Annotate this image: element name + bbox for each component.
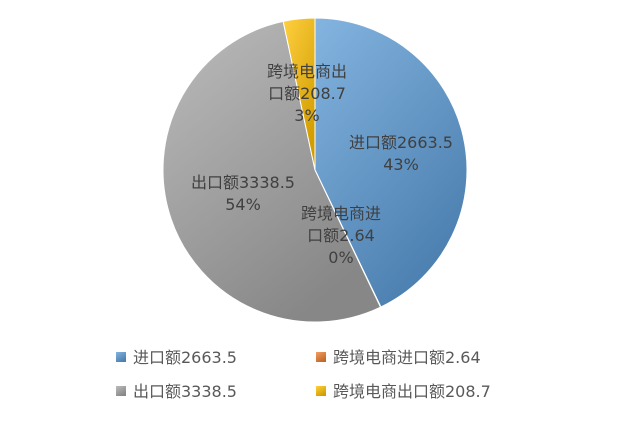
legend-item-3: 跨境电商出口额208.7 <box>316 382 491 401</box>
slice-2-label-line: 54% <box>225 195 261 214</box>
slice-3-label-line: 3% <box>294 106 319 125</box>
slice-3-label-line: 跨境电商出 <box>267 62 347 81</box>
slice-labels: 进口额2663.5 43% 跨境电商进口额2.64 0% 出口额3338.5 54% 跨境电… <box>191 62 453 267</box>
legend-swatch-1 <box>316 352 326 362</box>
legend-label-2: 出口额3338.5 <box>133 382 237 401</box>
legend-item-2: 出口额3338.5 <box>116 382 237 401</box>
slice-3-label-line: 口额208.7 <box>268 84 346 103</box>
slice-1-label-line: 跨境电商进 <box>301 204 381 223</box>
chart-legend: 进口额2663.5 跨境电商进口额2.64 出口额3338.5 跨境电商出口额208.… <box>116 348 491 401</box>
slice-0-label-line: 进口额2663.5 <box>349 133 453 152</box>
slice-0-label-line: 43% <box>383 155 419 174</box>
pie-slices <box>162 17 468 323</box>
legend-swatch-2 <box>116 386 126 396</box>
slice-2-label: 出口额3338.5 54% <box>191 173 295 214</box>
legend-item-1: 跨境电商进口额2.64 <box>316 348 481 367</box>
legend-label-3: 跨境电商出口额208.7 <box>333 382 491 401</box>
slice-2-label-line: 出口额3338.5 <box>191 173 295 192</box>
slice-1-label-line: 口额2.64 <box>307 226 375 245</box>
legend-label-1: 跨境电商进口额2.64 <box>333 348 481 367</box>
slice-3 <box>282 17 316 171</box>
slice-1-label-line: 0% <box>328 248 353 267</box>
slice-2 <box>162 20 382 323</box>
legend-label-0: 进口额2663.5 <box>133 348 237 367</box>
slice-0-label: 进口额2663.5 43% <box>349 133 453 174</box>
legend-item-0: 进口额2663.5 <box>116 348 237 367</box>
slice-0 <box>314 17 468 308</box>
legend-swatch-0 <box>116 352 126 362</box>
slice-1-label: 跨境电商进口额2.64 0% <box>301 204 381 267</box>
legend-swatch-3 <box>316 386 326 396</box>
slice-3-label: 跨境电商出口额208.7 3% <box>267 62 347 125</box>
